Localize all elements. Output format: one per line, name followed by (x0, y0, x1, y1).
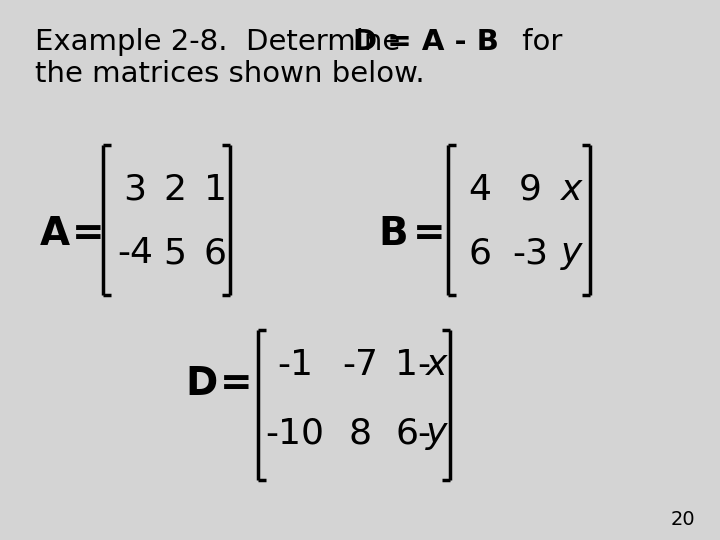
Text: for: for (513, 28, 562, 56)
Text: -1: -1 (277, 348, 313, 382)
Text: -3: -3 (512, 236, 548, 270)
Text: the matrices shown below.: the matrices shown below. (35, 60, 425, 88)
Text: A: A (40, 215, 70, 253)
Text: x: x (426, 348, 448, 382)
Text: y: y (562, 236, 582, 270)
Text: y: y (426, 416, 448, 450)
Text: 2: 2 (163, 173, 186, 207)
Text: 8: 8 (348, 416, 372, 450)
Text: 1: 1 (204, 173, 227, 207)
Text: 1-: 1- (395, 348, 431, 382)
Text: 3: 3 (124, 173, 146, 207)
Text: B: B (378, 215, 408, 253)
Text: -4: -4 (117, 236, 153, 270)
Text: 9: 9 (518, 173, 541, 207)
Text: D = A - B: D = A - B (353, 28, 499, 56)
Text: x: x (562, 173, 582, 207)
Text: D: D (185, 365, 217, 403)
Text: 6: 6 (204, 236, 227, 270)
Text: =: = (72, 215, 104, 253)
Text: 6-: 6- (395, 416, 431, 450)
Text: =: = (413, 215, 446, 253)
Text: -7: -7 (342, 348, 378, 382)
Text: 4: 4 (469, 173, 492, 207)
Text: -10: -10 (266, 416, 325, 450)
Text: 20: 20 (670, 510, 695, 529)
Text: =: = (220, 365, 253, 403)
Text: Example 2-8.  Determine: Example 2-8. Determine (35, 28, 410, 56)
Text: 5: 5 (163, 236, 186, 270)
Text: 6: 6 (469, 236, 492, 270)
